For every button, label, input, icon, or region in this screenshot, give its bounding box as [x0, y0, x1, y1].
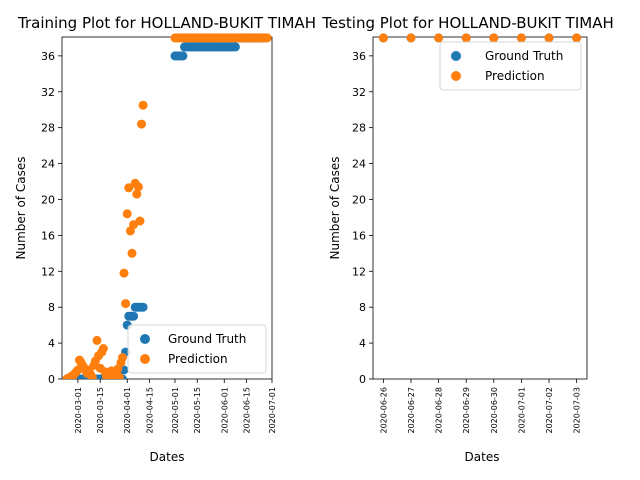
testing-prediction-point: [489, 33, 499, 43]
testing-plot-area: [372, 36, 588, 380]
training-y-tick-label: 36: [41, 50, 55, 63]
training-y-tick-label: 32: [41, 86, 55, 99]
training-y-tick-label: 0: [48, 373, 55, 386]
testing-x-tick-label: 2020-07-03: [573, 387, 582, 434]
testing-y-tick-label: 32: [352, 86, 366, 99]
training-plot-area: [61, 36, 273, 380]
training-prediction-point: [118, 353, 127, 362]
testing-panel: Testing Plot for HOLLAND-BUKIT TIMAH 0 4 8…: [321, 14, 614, 464]
testing-y-tick-label: 12: [352, 265, 366, 278]
testing-legend-label-prediction: Prediction: [485, 69, 545, 83]
training-prediction-point: [92, 335, 102, 345]
training-x-label: Dates: [150, 450, 185, 464]
testing-x-tick-label: 2020-06-28: [435, 387, 444, 434]
testing-x-tick-label: 2020-06-29: [462, 387, 471, 434]
testing-y-ticks: 0 4 8 12 16 20 24 28 32 36: [352, 50, 373, 386]
training-prediction-point: [114, 372, 124, 379]
training-prediction-point: [262, 33, 272, 43]
training-y-tick-label: 24: [41, 158, 55, 171]
testing-prediction-point: [572, 33, 582, 43]
testing-y-label: Number of Cases: [328, 156, 342, 259]
testing-y-tick-label: 24: [352, 158, 366, 171]
training-y-ticks: 0 4 8 12 16 20 24 28 32 36: [41, 50, 62, 386]
testing-x-tick-label: 2020-06-30: [490, 387, 499, 434]
training-y-tick-label: 28: [41, 122, 55, 135]
testing-prediction-point: [406, 33, 416, 43]
training-panel: Training Plot for HOLLAND-BUKIT TIMAH 0 4…: [14, 14, 316, 464]
testing-legend-label-ground-truth: Ground Truth: [485, 49, 563, 63]
testing-legend-marker-ground-truth: [451, 51, 461, 61]
training-prediction-point: [122, 209, 132, 219]
training-x-tick-label: 2020-06-15: [243, 387, 252, 434]
training-marks: [62, 33, 272, 379]
testing-legend-marker-prediction: [451, 71, 461, 81]
training-prediction-point: [127, 248, 137, 258]
testing-y-tick-label: 28: [352, 122, 366, 135]
training-y-label: Number of Cases: [14, 156, 28, 259]
training-title: Training Plot for HOLLAND-BUKIT TIMAH: [17, 14, 316, 32]
testing-x-ticks: 2020-06-26 2020-06-27 2020-06-28 2020-06-29…: [379, 379, 582, 434]
training-prediction-point: [119, 268, 129, 278]
training-y-tick-label: 16: [41, 229, 55, 242]
training-legend-label-prediction: Prediction: [168, 352, 228, 366]
testing-x-tick-label: 2020-06-27: [407, 387, 416, 434]
testing-y-tick-label: 0: [359, 373, 366, 386]
training-x-tick-label: 2020-06-01: [220, 387, 229, 434]
training-ground-truth-point: [230, 42, 240, 52]
training-prediction-point: [132, 189, 142, 199]
testing-marks: [378, 33, 582, 43]
testing-title: Testing Plot for HOLLAND-BUKIT TIMAH: [321, 14, 614, 32]
testing-x-tick-label: 2020-07-01: [517, 387, 526, 434]
testing-x-label: Dates: [465, 450, 500, 464]
training-x-tick-label: 2020-07-01: [268, 387, 277, 434]
training-y-tick-label: 4: [48, 337, 55, 350]
training-x-ticks: 2020-03-01 2020-03-15 2020-04-01 2020-04-15…: [74, 379, 277, 434]
training-legend-marker-prediction: [140, 354, 150, 364]
training-y-tick-label: 12: [41, 265, 55, 278]
training-prediction-point: [98, 344, 108, 353]
training-x-tick-label: 2020-05-01: [171, 387, 180, 434]
testing-x-tick-label: 2020-06-26: [379, 387, 388, 434]
training-y-tick-label: 8: [48, 301, 55, 314]
training-prediction-point: [137, 119, 146, 129]
training-x-tick-label: 2020-03-01: [74, 387, 83, 434]
training-prediction-point: [135, 216, 145, 226]
training-x-tick-label: 2020-05-15: [193, 387, 202, 434]
testing-prediction-point: [378, 33, 388, 43]
testing-legend: Ground Truth Prediction: [439, 41, 582, 91]
training-legend-box: [127, 324, 267, 374]
testing-y-tick-label: 36: [352, 50, 366, 63]
testing-y-tick-label: 16: [352, 229, 366, 242]
training-prediction-point: [121, 299, 131, 309]
testing-y-tick-label: 8: [359, 301, 366, 314]
training-x-tick-label: 2020-04-15: [146, 387, 155, 434]
testing-y-tick-label: 4: [359, 337, 366, 350]
training-y-tick-label: 20: [41, 193, 55, 206]
testing-y-tick-label: 20: [352, 193, 366, 206]
testing-prediction-point: [434, 33, 444, 43]
training-prediction-point: [138, 100, 148, 110]
training-ground-truth-point: [129, 311, 139, 321]
training-prediction-point: [133, 182, 143, 192]
training-legend-marker-ground-truth: [140, 334, 150, 344]
training-x-tick-label: 2020-03-15: [96, 387, 105, 434]
testing-prediction-point: [516, 33, 526, 43]
testing-prediction-point: [461, 33, 471, 43]
training-legend-label-ground-truth: Ground Truth: [168, 332, 246, 346]
training-x-tick-label: 2020-04-01: [123, 387, 132, 434]
training-legend: Ground Truth Prediction: [127, 324, 267, 374]
testing-x-tick-label: 2020-07-02: [545, 387, 554, 434]
training-ground-truth-point: [138, 302, 148, 312]
training-ground-truth-point: [178, 51, 188, 61]
training-prediction-point: [124, 183, 134, 193]
testing-prediction-point: [544, 33, 554, 43]
training-prediction-point: [87, 372, 97, 379]
testing-legend-box: [439, 41, 582, 91]
